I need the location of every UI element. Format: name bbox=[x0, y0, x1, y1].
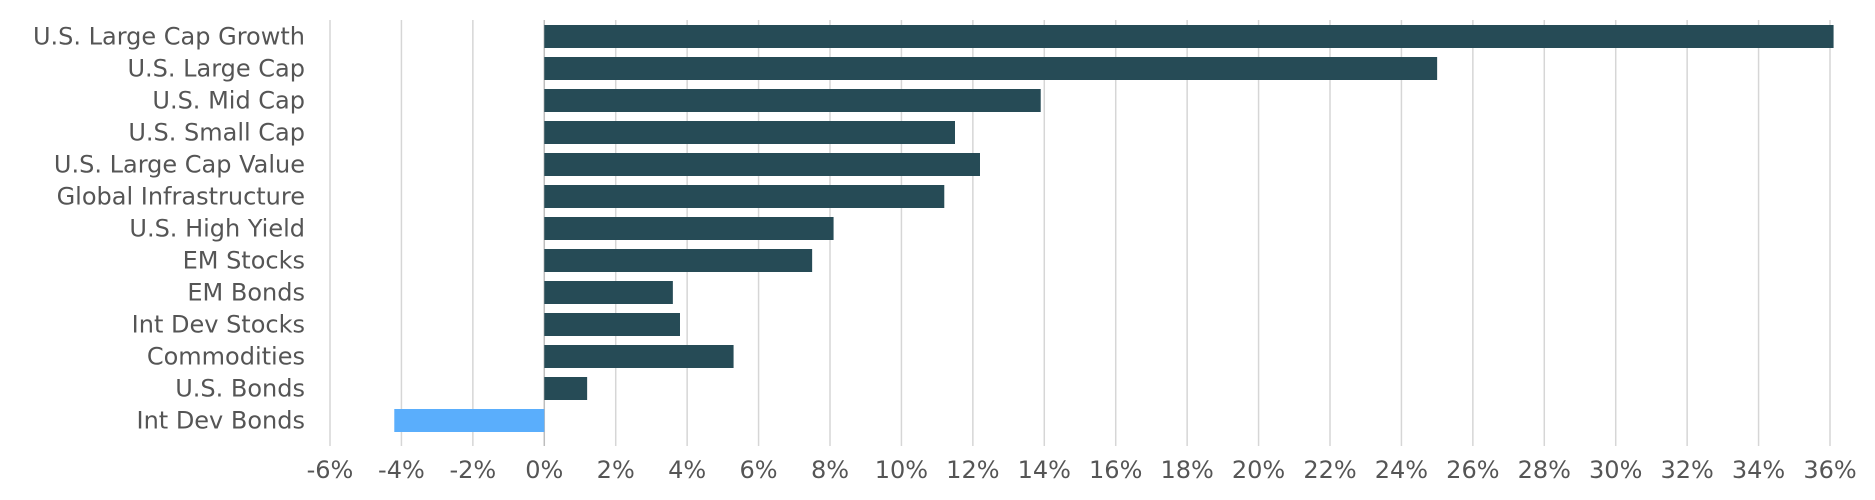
category-label: U.S. Bonds bbox=[175, 375, 305, 403]
x-tick-label: 18% bbox=[1160, 456, 1213, 484]
x-tick-label: 22% bbox=[1303, 456, 1356, 484]
x-tick-label: 2% bbox=[597, 456, 635, 484]
category-label: U.S. Large Cap Growth bbox=[33, 23, 305, 51]
x-tick-label: 28% bbox=[1518, 456, 1571, 484]
category-label: Int Dev Stocks bbox=[132, 311, 305, 339]
bar bbox=[544, 185, 945, 208]
category-label: U.S. High Yield bbox=[129, 215, 305, 243]
x-tick-label: 32% bbox=[1660, 456, 1713, 484]
category-label: U.S. Mid Cap bbox=[152, 87, 305, 115]
x-tick-label: 4% bbox=[668, 456, 706, 484]
bar bbox=[544, 121, 955, 144]
category-label: EM Bonds bbox=[187, 279, 305, 307]
x-tick-label: 36% bbox=[1803, 456, 1856, 484]
category-label: EM Stocks bbox=[183, 247, 305, 275]
x-tick-label: 20% bbox=[1232, 456, 1285, 484]
category-label: U.S. Large Cap Value bbox=[54, 151, 305, 179]
x-tick-label: 34% bbox=[1732, 456, 1785, 484]
category-label: Commodities bbox=[147, 343, 305, 371]
category-labels: U.S. Large Cap Growth U.S. Large Cap U.S. … bbox=[33, 23, 305, 435]
x-tick-label: 16% bbox=[1089, 456, 1142, 484]
bar bbox=[544, 345, 734, 368]
x-tick-label: -2% bbox=[449, 456, 496, 484]
x-tick-label: 6% bbox=[740, 456, 778, 484]
bar bbox=[544, 57, 1438, 80]
bar bbox=[544, 217, 834, 240]
x-tick-label: 12% bbox=[946, 456, 999, 484]
x-tick-label: 8% bbox=[811, 456, 849, 484]
bar bbox=[544, 281, 673, 304]
x-tick-label: 24% bbox=[1375, 456, 1428, 484]
bar bbox=[544, 25, 1834, 48]
bar bbox=[394, 409, 545, 432]
bar bbox=[544, 313, 680, 336]
x-tick-label: 0% bbox=[525, 456, 563, 484]
bar bbox=[544, 377, 588, 400]
x-axis-tick-labels: -6% -4% -2% 0% 2% 4% 6% 8% 10% 12% 14% 16% 18% 20% 22%… bbox=[307, 456, 1857, 484]
bars bbox=[394, 25, 1834, 432]
bar bbox=[544, 153, 980, 176]
category-label: U.S. Large Cap bbox=[127, 55, 305, 83]
x-tick-label: 10% bbox=[875, 456, 928, 484]
x-tick-label: 30% bbox=[1589, 456, 1642, 484]
x-tick-label: 26% bbox=[1446, 456, 1499, 484]
category-label: Int Dev Bonds bbox=[136, 407, 305, 435]
category-label: U.S. Small Cap bbox=[128, 119, 305, 147]
x-tick-label: -4% bbox=[378, 456, 425, 484]
x-tick-label: 14% bbox=[1018, 456, 1071, 484]
x-tick-label: -6% bbox=[307, 456, 354, 484]
bar bbox=[544, 89, 1041, 112]
category-label: Global Infrastructure bbox=[57, 183, 305, 211]
bar bbox=[544, 249, 813, 272]
